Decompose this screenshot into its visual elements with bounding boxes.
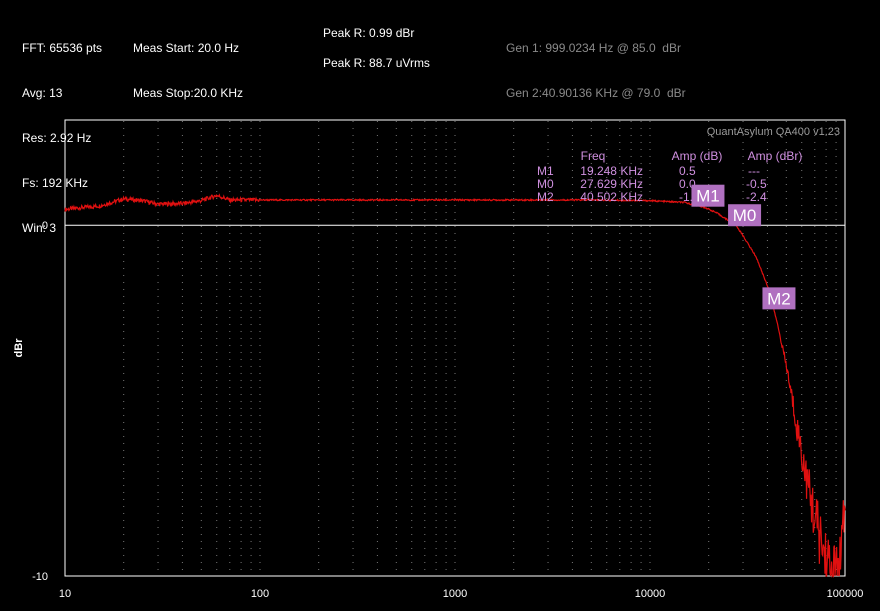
- window-type: Win: 3: [22, 221, 57, 235]
- marker-header-amp-dbr: Amp (dBr): [748, 149, 803, 163]
- marker-row-amp-dbr: ---: [748, 164, 760, 178]
- marker-label: M1: [696, 187, 720, 206]
- marker-row-freq: 19.248 KHz: [580, 164, 643, 178]
- resolution: Res: 2.92 Hz: [22, 131, 92, 145]
- marker-label-box: [762, 287, 796, 310]
- marker-row-amp-db: 0.5: [679, 164, 696, 178]
- sample-rate: Fs: 192 KHz: [22, 176, 89, 190]
- y-tick-label: -10: [32, 571, 48, 583]
- marker-row-amp-dbr: -2.4: [746, 190, 767, 204]
- y-tick-label: 0: [42, 220, 48, 232]
- marker-labels: M1 M0 M2: [691, 184, 796, 310]
- y-axis-label: dBr: [13, 338, 25, 358]
- peak-rms: Peak R: 88.7 uVrms: [323, 56, 430, 70]
- x-tick-label: 10000: [635, 588, 666, 600]
- x-tick-label: 100000: [827, 588, 864, 600]
- x-tick-labels: 10 100 1000 10000 100000: [59, 588, 863, 600]
- x-tick-label: 100: [251, 588, 269, 600]
- watermark: QuantAsylum QA400 v1.23: [707, 126, 840, 138]
- marker-row-amp-dbr: -0.5: [746, 177, 767, 191]
- meas-start: Meas Start: 20.0 Hz: [133, 41, 240, 55]
- grid: [123, 121, 837, 575]
- y-tick-labels: 0 -10: [32, 220, 48, 583]
- marker-label-box: [691, 184, 725, 207]
- marker-header-amp-db: Amp (dB): [672, 149, 723, 163]
- marker-row-freq: 27.629 KHz: [580, 177, 643, 191]
- fft-points: FFT: 65536 pts: [22, 41, 103, 55]
- avg-count: Avg: 13: [22, 86, 63, 100]
- fft-info: FFT: 65536 pts Avg: 13 Res: 2.92 Hz Fs: …: [22, 11, 102, 251]
- marker-label: M0: [733, 206, 757, 225]
- marker-row-name: M2: [537, 190, 554, 204]
- marker-label-box: [728, 204, 762, 227]
- marker-row-freq: 40.502 KHz: [580, 190, 643, 204]
- marker-header-freq: Freq: [581, 149, 606, 163]
- plot-frame: [64, 119, 846, 577]
- marker-table: Freq Amp (dB) Amp (dBr) M1 19.248 KHz 0.…: [537, 149, 802, 204]
- gen1-info: Gen 1: 999.0234 Hz @ 85.0 dBr: [506, 41, 681, 55]
- marker-row-name: M1: [537, 164, 554, 178]
- measurement-range: Meas Start: 20.0 Hz Meas Stop:20.0 KHz: [133, 11, 243, 116]
- response-series: [64, 193, 846, 578]
- marker-row-name: M0: [537, 177, 554, 191]
- generator-info: Gen 1: 999.0234 Hz @ 85.0 dBr Gen 2:40.9…: [506, 11, 686, 116]
- x-tick-label: 1000: [443, 588, 467, 600]
- x-tick-label: 10: [59, 588, 71, 600]
- gen2-info: Gen 2:40.90136 KHz @ 79.0 dBr: [506, 86, 686, 100]
- response-curve: [64, 193, 846, 578]
- peak-db: Peak R: 0.99 dBr: [323, 26, 415, 40]
- marker-label: M2: [767, 289, 791, 308]
- meas-stop: Meas Stop:20.0 KHz: [133, 86, 244, 100]
